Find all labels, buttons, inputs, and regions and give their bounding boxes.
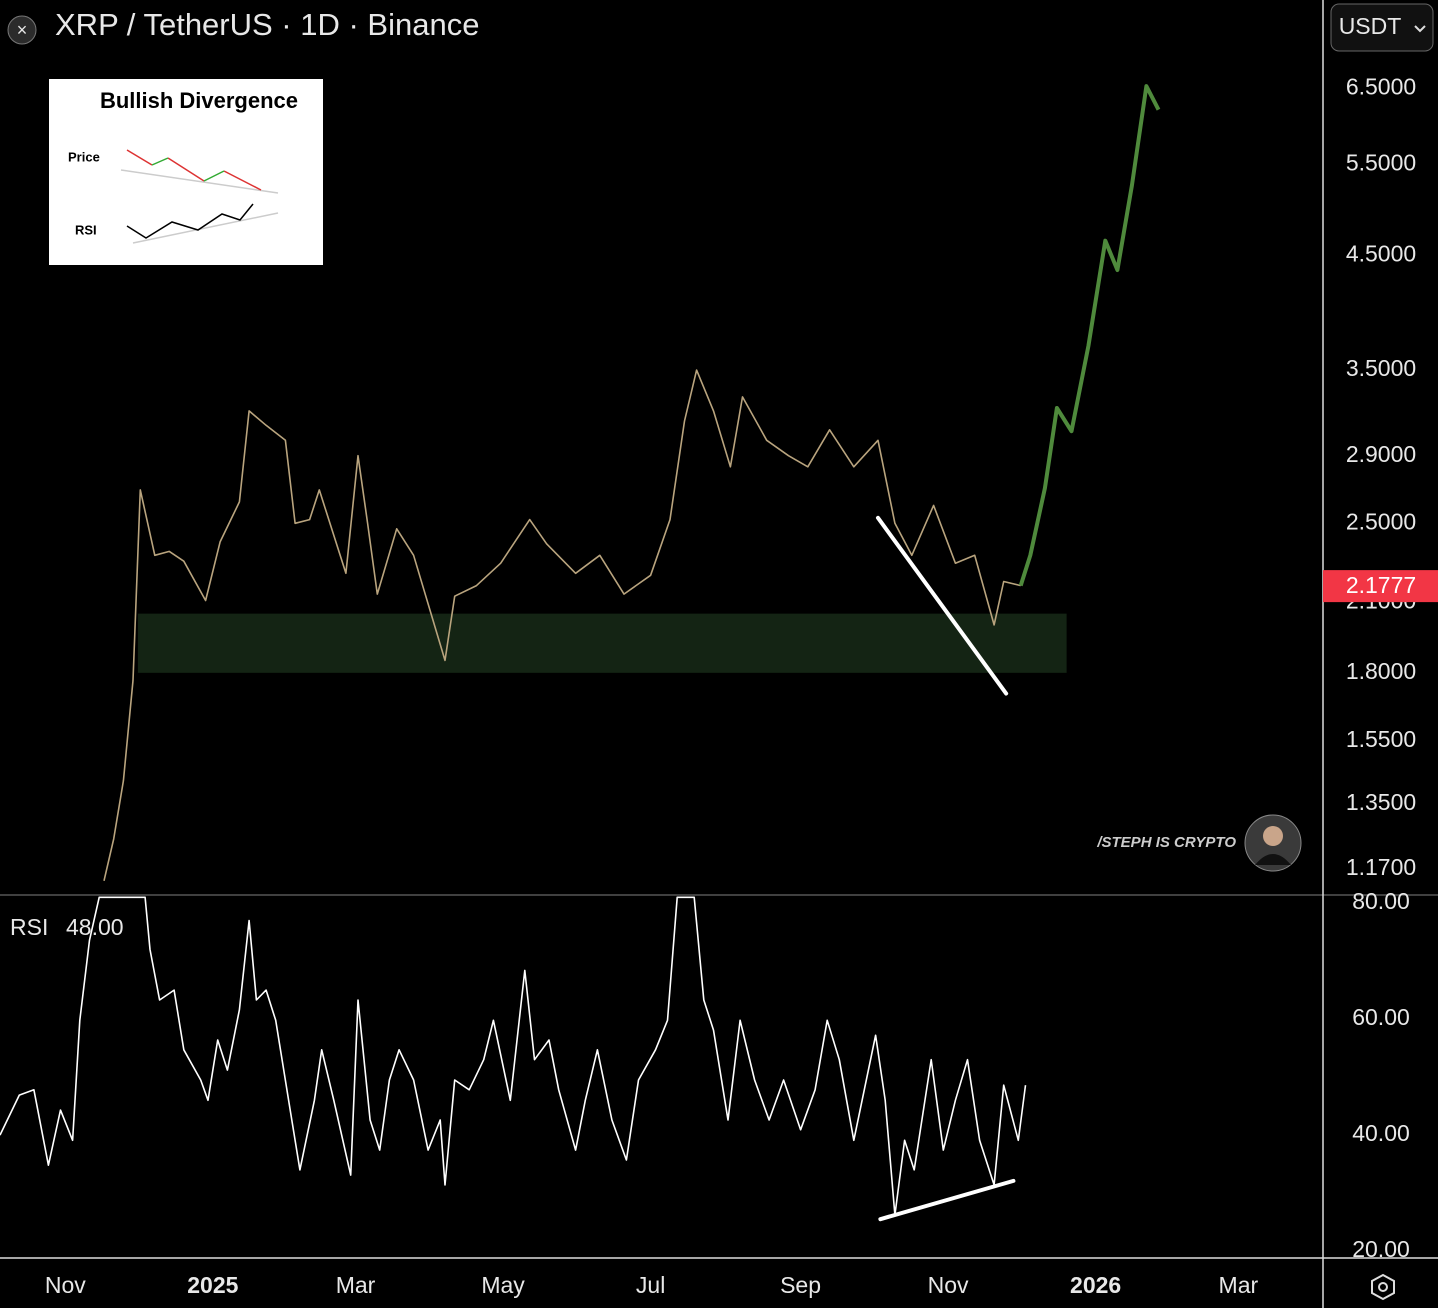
trendline <box>878 1178 1016 1222</box>
series-line <box>103 369 1021 881</box>
x-tick-label: Nov <box>928 1272 969 1298</box>
x-tick-label: May <box>481 1272 525 1298</box>
y-tick-label: 1.8000 <box>1346 658 1416 684</box>
watermark: /STEPH IS CRYPTO <box>1096 834 1236 851</box>
inset-label: Price <box>68 149 100 164</box>
inset-up-arrows <box>151 157 225 182</box>
close-button[interactable] <box>7 15 37 45</box>
last-price-label: 2.1777 <box>1346 572 1416 598</box>
y-tick-label: 60.00 <box>1352 1004 1410 1030</box>
y-tick-label: 20.00 <box>1352 1236 1410 1262</box>
y-tick-label: 1.1700 <box>1346 854 1416 880</box>
inset: Bullish Divergence Price RSI <box>49 79 323 265</box>
inset-title: Bullish Divergence <box>100 88 298 113</box>
x-tick-label: Mar <box>336 1272 376 1298</box>
y-tick-label: 3.5000 <box>1346 355 1416 381</box>
inset-down-arrows <box>126 149 262 191</box>
y-tick-label: 2.5000 <box>1346 508 1416 534</box>
y-tick-label: 1.5500 <box>1346 726 1416 752</box>
y-tick-label: 2.9000 <box>1346 441 1416 467</box>
indicator-value: 48.00 <box>66 914 124 940</box>
y-tick-label: 40.00 <box>1352 1120 1410 1146</box>
indicator-name: RSI <box>10 914 48 940</box>
support-zone <box>137 613 1067 673</box>
avatar-face <box>1263 826 1283 846</box>
x-tick-label: Jul <box>636 1272 665 1298</box>
dropdown-caret[interactable] <box>1414 25 1426 33</box>
y-tick-label: 5.5000 <box>1346 149 1416 175</box>
settings-icon[interactable] <box>1371 1273 1395 1301</box>
x-tick-label: 2025 <box>187 1272 238 1298</box>
currency-button[interactable] <box>1330 3 1434 52</box>
last-price-box <box>1323 570 1438 603</box>
series-line <box>0 896 1027 1216</box>
avatar-body <box>1255 854 1291 865</box>
y-tick-label: 1.3500 <box>1346 789 1416 815</box>
trendline <box>875 515 1009 696</box>
x-tick-label: Mar <box>1219 1272 1259 1298</box>
settings-icon-center[interactable] <box>1378 1282 1388 1292</box>
chart-title: XRP / TetherUS · 1D · Binance <box>55 7 479 42</box>
x-tick-label: 2026 <box>1070 1272 1121 1298</box>
inset-trend <box>120 169 279 194</box>
inset-rsi <box>126 203 254 239</box>
pane <box>103 84 1161 881</box>
y-tick-label: 80.00 <box>1352 888 1410 914</box>
x-tick-label: Nov <box>45 1272 86 1298</box>
y-tick-label: 4.5000 <box>1346 241 1416 267</box>
series-line <box>1018 84 1161 587</box>
inset-box <box>49 79 323 265</box>
y-tick-label: 6.5000 <box>1346 73 1416 99</box>
inset-label: RSI <box>75 222 97 237</box>
close-icon[interactable]: × <box>17 20 28 40</box>
currency-label[interactable]: USDT <box>1339 13 1402 39</box>
pane <box>0 896 1027 1222</box>
inset-trend <box>132 212 279 244</box>
x-tick-label: Sep <box>780 1272 821 1298</box>
plots <box>0 84 1161 1222</box>
